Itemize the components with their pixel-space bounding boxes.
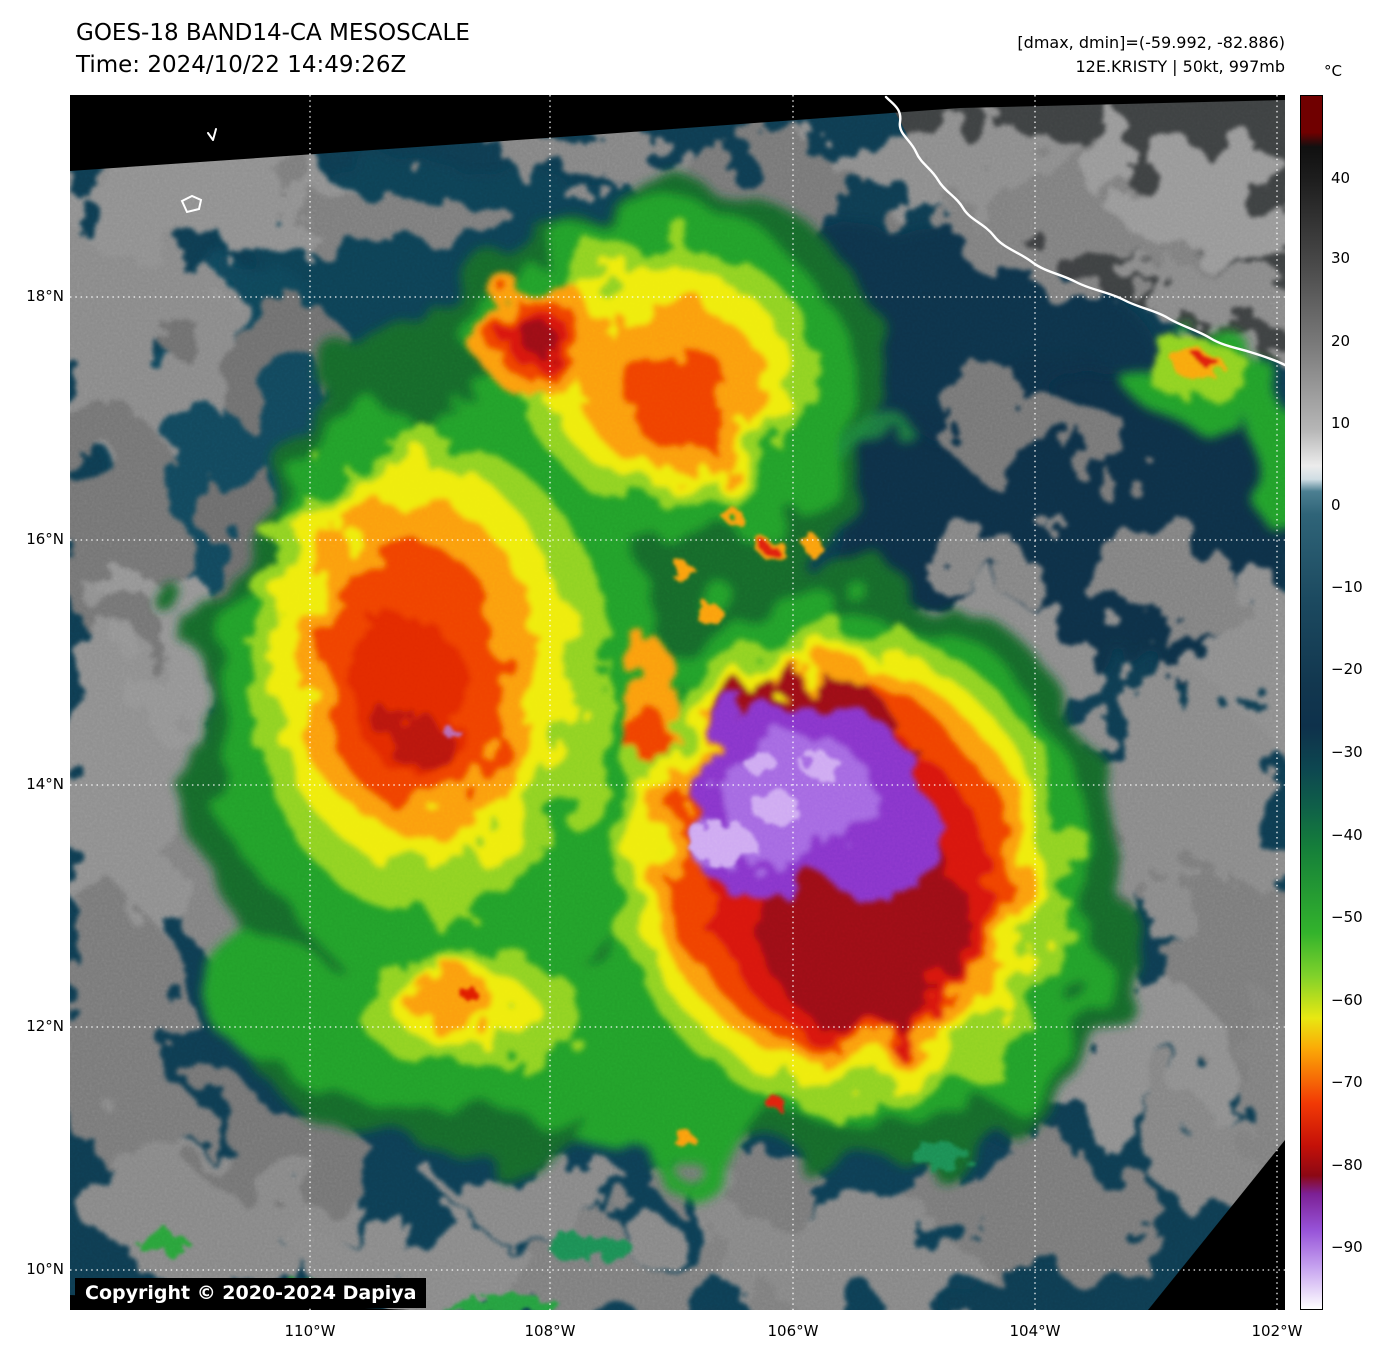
island-outline — [180, 194, 203, 214]
lon-label-106w: 106°W — [767, 1322, 819, 1340]
satellite-map-image: Copyright © 2020-2024 Dapiya — [70, 95, 1285, 1310]
lat-label-18n: 18°N — [26, 287, 64, 305]
coastline — [180, 95, 1285, 367]
copyright-badge: Copyright © 2020-2024 Dapiya — [75, 1278, 427, 1308]
lat-label-16n: 16°N — [26, 530, 64, 548]
storm-id-label: 12E.KRISTY | 50kt, 997mb — [1075, 57, 1286, 76]
colorbar-tick: −90 — [1331, 1238, 1363, 1256]
lon-label-102w: 102°W — [1251, 1322, 1303, 1340]
timestamp-label: Time: 2024/10/22 14:49:26Z — [76, 52, 407, 78]
colorbar-tick: −70 — [1331, 1073, 1363, 1091]
colorbar-tick: −30 — [1331, 743, 1363, 761]
colorbar-tick: 10 — [1331, 414, 1351, 432]
lat-label-10n: 10°N — [26, 1260, 64, 1278]
colorbar-tick: −80 — [1331, 1156, 1363, 1174]
noise-texture — [70, 95, 1285, 1310]
dmax-dmin-readout: [dmax, dmin]=(-59.992, -82.886) — [1017, 33, 1285, 52]
lon-label-110w: 110°W — [284, 1322, 336, 1340]
colorbar-tick: 0 — [1331, 496, 1341, 514]
colorbar-tick: −10 — [1331, 578, 1363, 596]
ir-imagery — [70, 95, 1285, 1310]
colorbar-tick: −20 — [1331, 660, 1363, 678]
lon-label-108w: 108°W — [524, 1322, 576, 1340]
page-title: GOES-18 BAND14-CA MESOSCALE — [76, 20, 470, 46]
islet-mark — [207, 128, 217, 141]
lat-label-12n: 12°N — [26, 1017, 64, 1035]
colorbar-tick: 40 — [1331, 169, 1351, 187]
colorbar-tick: 20 — [1331, 332, 1351, 350]
colorbar-tick: −50 — [1331, 908, 1363, 926]
colorbar-unit-label: °C — [1324, 62, 1342, 80]
temperature-colorbar — [1300, 95, 1323, 1310]
colorbar-tick: −40 — [1331, 826, 1363, 844]
lon-label-104w: 104°W — [1009, 1322, 1061, 1340]
colorbar-tick: 30 — [1331, 249, 1351, 267]
lat-label-14n: 14°N — [26, 775, 64, 793]
colorbar-tick: −60 — [1331, 991, 1363, 1009]
lat-lon-gridlines — [70, 95, 1285, 1310]
